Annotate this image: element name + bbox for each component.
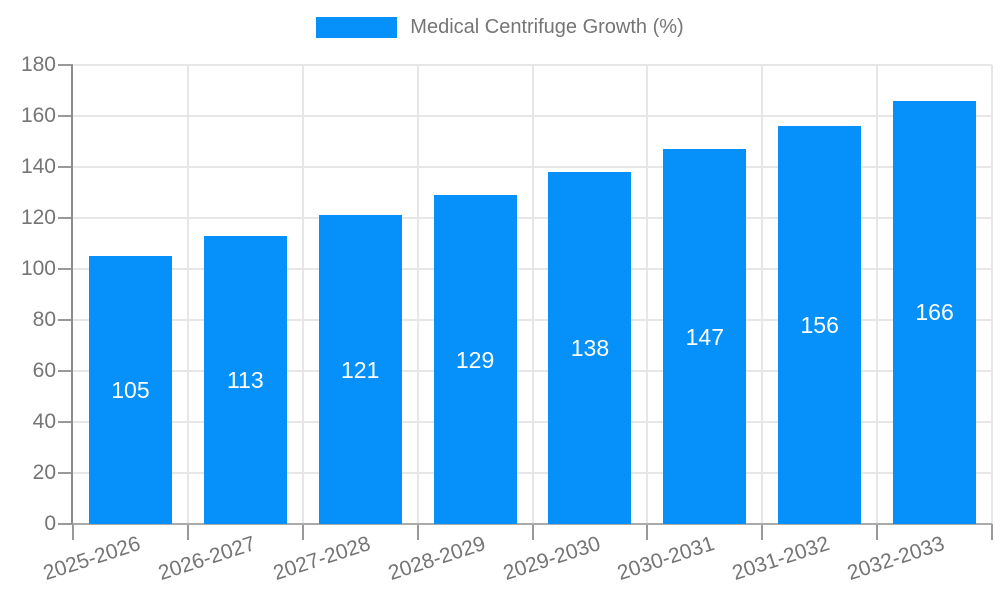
x-tick-label: 2026-2027 xyxy=(155,532,259,585)
y-tick-label: 80 xyxy=(32,308,56,331)
x-axis-line xyxy=(73,523,992,525)
bar[interactable]: 129 xyxy=(433,195,517,524)
y-tick xyxy=(58,472,73,474)
y-tick-label: 100 xyxy=(20,257,56,280)
x-tick xyxy=(72,524,74,540)
gridline-vertical xyxy=(301,65,304,524)
gridline-vertical xyxy=(531,65,534,524)
legend-swatch[interactable] xyxy=(316,17,398,38)
bar[interactable]: 147 xyxy=(663,149,747,524)
bar-value-label: 138 xyxy=(570,335,610,362)
y-tick xyxy=(58,523,73,525)
gridline-vertical xyxy=(761,65,764,524)
y-tick xyxy=(58,370,73,372)
bar-value-label: 166 xyxy=(915,299,954,326)
x-tick-label: 2028-2029 xyxy=(385,532,488,585)
x-tick-label: 2027-2028 xyxy=(270,532,373,585)
x-tick xyxy=(876,524,879,540)
x-tick xyxy=(301,524,304,540)
y-tick xyxy=(58,115,73,117)
x-tick xyxy=(531,524,534,540)
gridline-vertical xyxy=(646,65,649,524)
y-tick xyxy=(58,166,73,168)
bar[interactable]: 138 xyxy=(548,172,632,524)
x-tick-label: 2031-2032 xyxy=(729,532,833,585)
bar-value-label: 156 xyxy=(800,312,839,339)
bar[interactable]: 113 xyxy=(203,235,287,524)
x-tick xyxy=(646,524,649,540)
x-tick xyxy=(761,524,764,540)
gridline-vertical xyxy=(186,65,189,524)
bar-value-label: 113 xyxy=(226,366,264,393)
x-tick-label: 2032-2033 xyxy=(844,532,948,585)
gridline-vertical xyxy=(416,65,419,524)
y-tick-label: 180 xyxy=(20,53,56,76)
bar-value-label: 129 xyxy=(455,346,495,373)
x-tick-label: 2025-2026 xyxy=(40,532,144,585)
y-axis-line xyxy=(71,65,73,524)
x-tick-label: 2029-2030 xyxy=(500,532,603,585)
y-tick-label: 40 xyxy=(32,410,56,433)
x-tick xyxy=(416,524,419,540)
bar-value-label: 105 xyxy=(111,377,150,404)
bar-value-label: 121 xyxy=(341,356,380,383)
y-tick xyxy=(58,421,73,423)
gridline-vertical xyxy=(876,65,879,524)
x-tick-label: 2030-2031 xyxy=(614,532,718,585)
x-tick xyxy=(186,524,189,540)
y-tick xyxy=(58,217,73,219)
y-tick xyxy=(58,268,73,270)
bar[interactable]: 105 xyxy=(88,256,172,524)
y-tick-label: 140 xyxy=(20,155,56,178)
y-tick-label: 0 xyxy=(44,512,56,535)
y-tick-label: 60 xyxy=(32,359,56,382)
legend-label: Medical Centrifuge Growth (%) xyxy=(410,16,684,38)
y-tick xyxy=(58,319,73,321)
legend[interactable]: Medical Centrifuge Growth (%) xyxy=(0,17,1000,38)
gridline-vertical xyxy=(991,65,993,524)
bar[interactable]: 121 xyxy=(318,215,402,524)
y-tick-label: 160 xyxy=(20,104,56,127)
x-tick xyxy=(991,524,993,540)
bar[interactable]: 156 xyxy=(778,126,862,524)
bar-value-label: 147 xyxy=(685,323,724,350)
bar[interactable]: 166 xyxy=(893,100,977,524)
y-tick xyxy=(58,64,73,66)
y-tick-label: 20 xyxy=(32,461,56,484)
y-tick-label: 120 xyxy=(20,206,56,229)
